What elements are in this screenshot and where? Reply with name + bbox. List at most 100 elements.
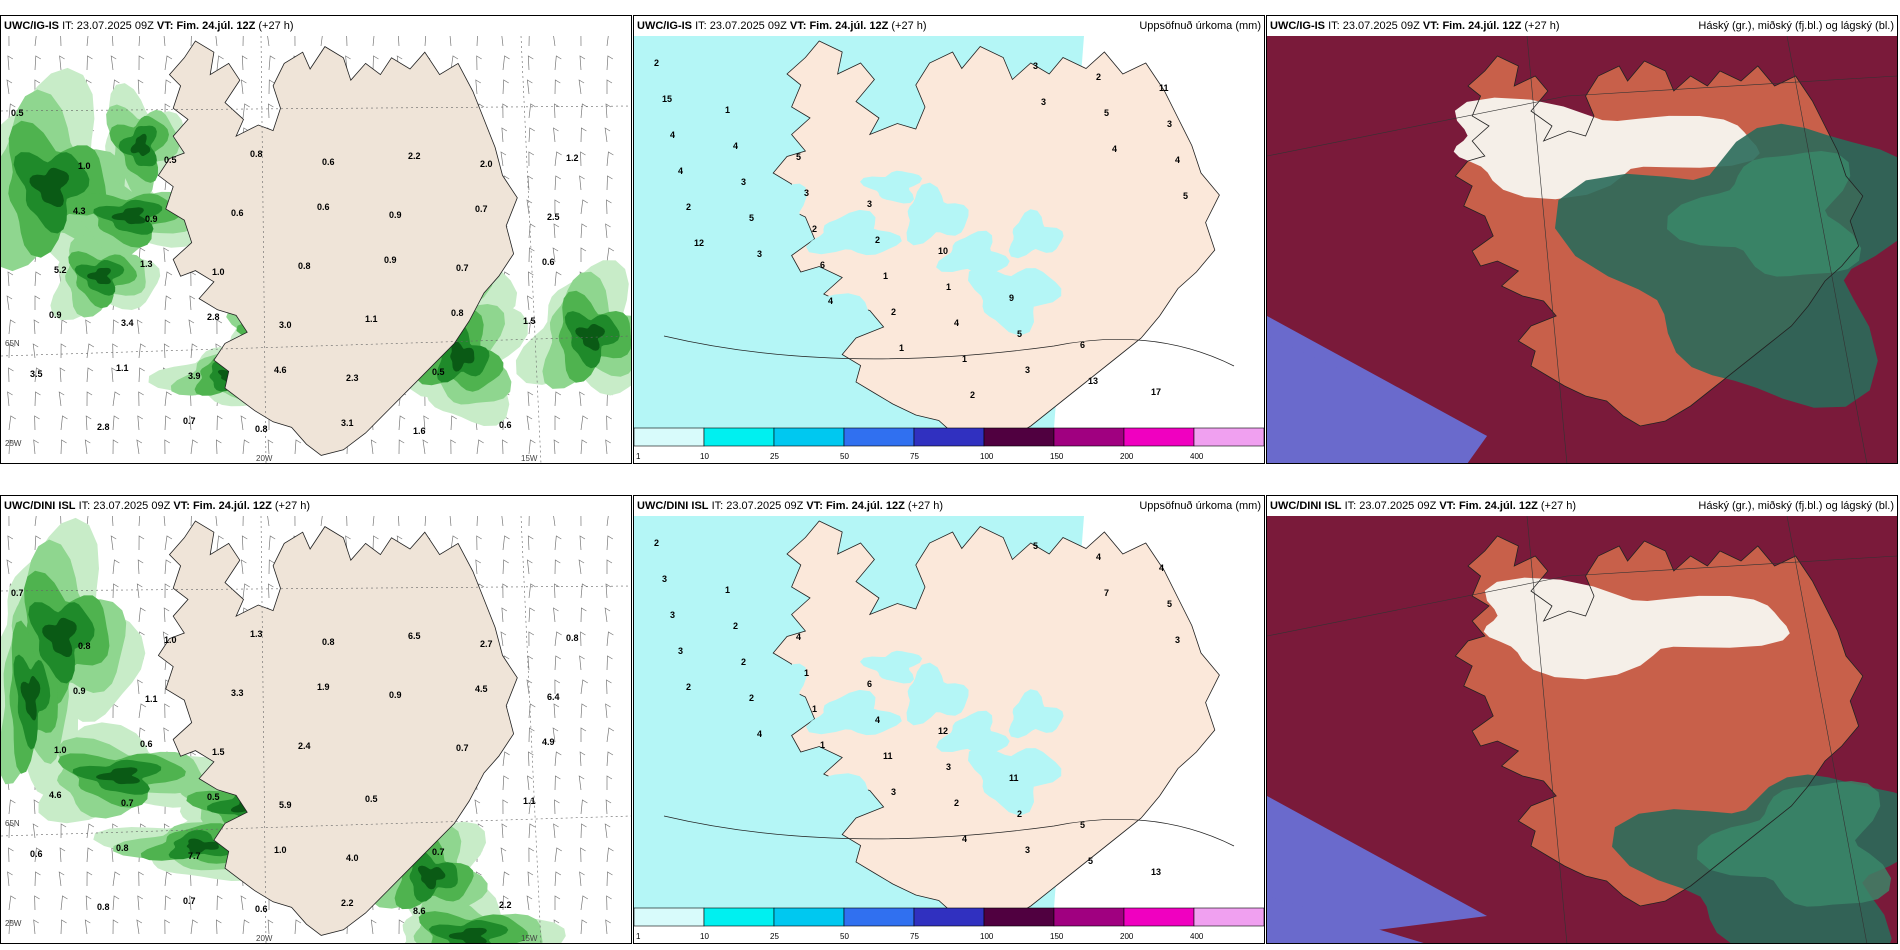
wind-barb [85, 319, 91, 335]
precip-value-label: 1.5 [212, 747, 225, 757]
accum-value-label: 2 [954, 798, 959, 808]
wind-barb [240, 79, 247, 95]
colorbar-tick-label: 100 [980, 932, 994, 941]
precip-value-label: 0.8 [322, 637, 335, 647]
wind-barb [8, 516, 10, 527]
precip-value-label: 4.9 [542, 737, 555, 747]
grid-line [1786, 36, 1868, 463]
precip-contour [87, 267, 111, 285]
wind-barb [554, 799, 560, 815]
accum-value-label: 1 [812, 704, 817, 714]
colorbar-segment [1053, 427, 1125, 447]
wind-barb [475, 559, 481, 575]
latitude-line [1, 105, 631, 112]
colorbar-segment [703, 427, 775, 447]
wind-barb [606, 535, 614, 551]
wind-barb [240, 415, 247, 431]
precip-value-label: 2.3 [346, 373, 359, 383]
wind-barb [552, 727, 559, 743]
precip-value-label: 1.1 [116, 363, 129, 373]
cloud-map[interactable] [1267, 516, 1897, 944]
wind-barb [59, 847, 66, 863]
accum-patch [1008, 689, 1064, 739]
wind-barb [606, 655, 613, 671]
precip-value-label: 0.5 [432, 367, 445, 377]
precip-value-label: 1.1 [145, 694, 158, 704]
mid-cloud-area [1267, 336, 1487, 463]
wind-barb [526, 679, 533, 695]
wind-barb [526, 559, 533, 575]
wind-barb [528, 151, 535, 167]
precip-map[interactable]: 65N 25W 20W 15W 0.7 0.8 1.1 1.5 5.9 4.0 8.6 2.7 6.4 1… [1, 516, 631, 944]
precip-value-label: 0.7 [432, 847, 445, 857]
wind-barb [606, 727, 615, 743]
wind-barb [554, 199, 561, 215]
colorbar-tick-label: 10 [700, 932, 709, 941]
wind-barb [163, 516, 166, 527]
accum-value-label: 17 [1151, 387, 1161, 397]
precip-value-label: 3.4 [121, 318, 134, 328]
wind-barb [554, 583, 560, 599]
wind-barb [606, 775, 613, 790]
wind-barb [138, 36, 141, 47]
wind-barb [164, 319, 171, 335]
accum-map[interactable]: 2153109617154321513114321432345621354234… [634, 36, 1264, 428]
wind-barb [137, 559, 144, 575]
colorbar-tick-label: 400 [1190, 452, 1204, 461]
accum-value-label: 3 [757, 249, 762, 259]
wind-barb [7, 871, 13, 887]
wind-barb [320, 36, 323, 47]
wind-barb [241, 535, 248, 551]
wind-barb [424, 516, 427, 527]
init-time: 23.07.2025 09Z [1359, 500, 1437, 512]
wind-barb [580, 583, 588, 599]
precip-map[interactable]: 65N 25W 20W 15W 0.5 1.0 0.9 1.0 3.0 2.3 1.6 2.0 2.5 5… [1, 36, 631, 464]
wind-barb [268, 559, 275, 575]
wind-barb [502, 583, 508, 599]
wind-barb [138, 871, 144, 887]
accum-value-label: 6 [1080, 340, 1085, 350]
wind-barb [527, 391, 534, 407]
accum-value-label: 4 [678, 166, 683, 176]
wind-barb [34, 391, 41, 407]
wind-barb [528, 247, 535, 263]
precip-value-label: 0.6 [317, 202, 330, 212]
clear-area [1453, 97, 1760, 200]
precip-value-label: 3.3 [231, 688, 244, 698]
wind-barb [580, 516, 582, 527]
iceland-outline [1454, 55, 1864, 427]
wind-barb [553, 607, 559, 623]
wind-barb [60, 516, 62, 527]
wind-barb [216, 319, 223, 335]
wind-barb [476, 516, 478, 527]
wind-barb [6, 559, 13, 575]
graticule [1, 516, 631, 943]
panel-dini-precip: UWC/DINI ISL IT: 23.07.2025 09Z VT: Fim.… [0, 495, 632, 944]
wind-barb [606, 871, 613, 887]
wind-barb [528, 583, 536, 599]
cloud-map[interactable] [1267, 36, 1897, 464]
wind-barb [112, 415, 120, 431]
accum-value-label: 5 [1017, 329, 1022, 339]
accum-patch [906, 662, 969, 726]
wind-barb [500, 631, 507, 647]
colorbar-segment [773, 427, 845, 447]
wind-barb [423, 415, 429, 431]
accum-value-label: 3 [1033, 61, 1038, 71]
wind-barb [60, 343, 67, 359]
precip-value-label: 1.0 [54, 745, 67, 755]
latitude-line [1, 815, 631, 837]
accum-patches [749, 650, 1064, 836]
wind-barb [86, 36, 89, 47]
accum-value-label: 12 [694, 238, 704, 248]
accum-value-label: 2 [733, 621, 738, 631]
lat-label-65: 65N [5, 819, 20, 828]
precip-value-label: 1.1 [523, 796, 536, 806]
wind-barb [604, 607, 611, 623]
wind-barb [398, 439, 405, 455]
grid-line [1267, 555, 1897, 637]
init-time: 23.07.2025 09Z [93, 500, 171, 512]
accum-value-label: 11 [1009, 773, 1019, 783]
wind-barb [86, 391, 93, 407]
